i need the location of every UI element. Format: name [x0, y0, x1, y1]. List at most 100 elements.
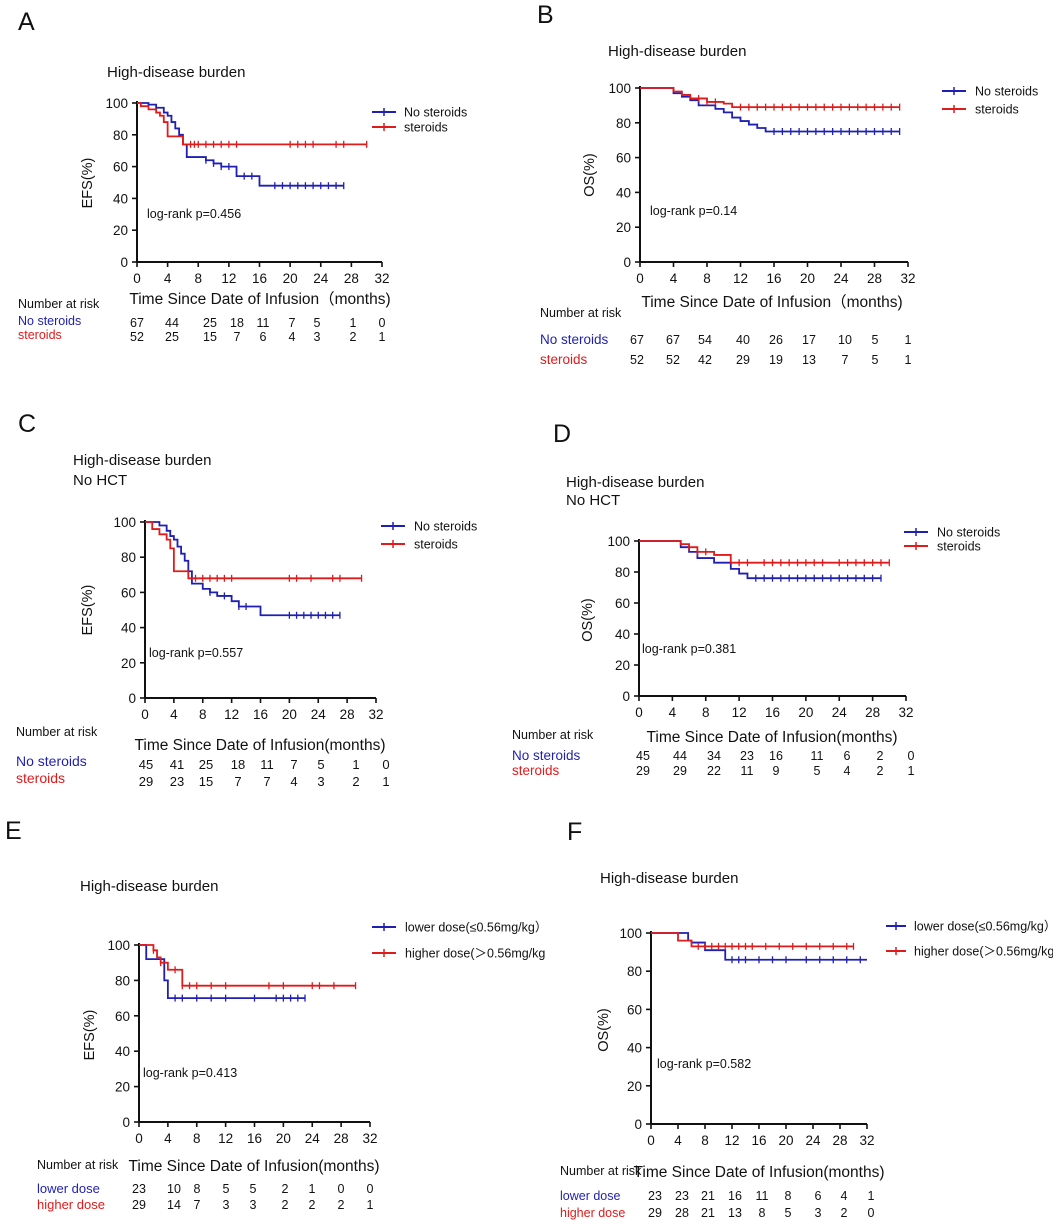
risk-value: 0 — [908, 749, 915, 763]
y-tick-label: 100 — [608, 81, 631, 96]
risk-value: 2 — [841, 1206, 848, 1220]
risk-value: 18 — [230, 316, 244, 330]
risk-value: 21 — [701, 1206, 715, 1220]
risk-value: 25 — [165, 330, 179, 344]
risk-row-label: lower dose — [560, 1189, 620, 1203]
risk-row-label: No steroids — [16, 753, 87, 769]
y-axis-label: OS(%) — [596, 1008, 612, 1052]
risk-value: 45 — [636, 749, 650, 763]
risk-value: 2 — [282, 1182, 289, 1196]
log-rank-annotation: log-rank p=0.413 — [143, 1066, 237, 1080]
risk-value: 23 — [648, 1189, 662, 1203]
risk-value: 29 — [132, 1198, 146, 1212]
x-tick-label: 28 — [867, 271, 882, 286]
y-tick-label: 20 — [113, 223, 128, 238]
risk-value: 45 — [139, 757, 153, 772]
y-tick-label: 80 — [113, 128, 128, 143]
y-axis-label: EFS(%) — [82, 1010, 98, 1061]
series-line-a — [639, 540, 881, 580]
series-line-b — [640, 87, 900, 109]
x-tick-label: 8 — [703, 271, 711, 286]
risk-value: 16 — [769, 749, 783, 763]
risk-table-header: Number at risk — [18, 297, 100, 311]
panel-letter: B — [537, 1, 554, 29]
risk-value: 7 — [289, 316, 296, 330]
legend-label: No steroids — [414, 520, 477, 534]
x-tick-label: 4 — [669, 705, 677, 720]
y-tick-label: 100 — [607, 534, 630, 549]
risk-value: 10 — [838, 333, 852, 347]
risk-value: 10 — [167, 1182, 181, 1196]
risk-value: 26 — [769, 333, 783, 347]
risk-value: 67 — [130, 316, 144, 330]
x-tick-label: 12 — [733, 271, 748, 286]
y-tick-label: 20 — [615, 658, 630, 673]
x-tick-label: 16 — [253, 707, 268, 722]
y-tick-label: 20 — [616, 220, 631, 235]
risk-row-label: steroids — [540, 352, 588, 367]
x-tick-label: 8 — [702, 705, 710, 720]
risk-value: 13 — [802, 353, 816, 367]
x-tick-label: 8 — [193, 1131, 201, 1146]
risk-value: 29 — [139, 774, 153, 789]
log-rank-annotation: log-rank p=0.381 — [642, 642, 736, 656]
y-tick-label: 40 — [113, 191, 128, 206]
y-tick-label: 80 — [115, 973, 130, 988]
risk-row-label: No steroids — [540, 332, 609, 347]
y-tick-label: 40 — [115, 1044, 130, 1059]
log-rank-annotation: log-rank p=0.582 — [657, 1057, 751, 1071]
x-tick-label: 8 — [199, 707, 207, 722]
log-rank-annotation: log-rank p=0.456 — [147, 207, 241, 221]
risk-value: 1 — [367, 1198, 374, 1212]
risk-table-header: Number at risk — [16, 725, 98, 739]
risk-value: 5 — [814, 764, 821, 778]
y-tick-label: 40 — [627, 1041, 642, 1056]
risk-value: 54 — [698, 333, 712, 347]
x-tick-label: 16 — [765, 705, 780, 720]
x-tick-label: 28 — [832, 1133, 847, 1148]
x-tick-label: 24 — [805, 1133, 821, 1148]
x-tick-label: 28 — [865, 705, 880, 720]
risk-value: 6 — [815, 1189, 822, 1203]
legend-label: higher dose(＞0.56mg/kg — [405, 947, 545, 961]
risk-value: 7 — [194, 1198, 201, 1212]
risk-value: 0 — [367, 1182, 374, 1196]
x-axis-label: Time Since Date of Infusion(months) — [647, 729, 898, 746]
risk-table-header: Number at risk — [512, 728, 594, 742]
risk-value: 29 — [636, 764, 650, 778]
risk-row-label: No steroids — [512, 748, 581, 763]
x-tick-label: 20 — [282, 707, 297, 722]
risk-value: 7 — [263, 774, 270, 789]
y-tick-label: 80 — [615, 565, 630, 580]
risk-value: 11 — [811, 749, 824, 763]
risk-value: 7 — [842, 353, 849, 367]
risk-value: 1 — [868, 1189, 875, 1203]
legend-label: steroids — [975, 103, 1019, 117]
risk-value: 5 — [785, 1206, 792, 1220]
legend-label: lower dose(≤0.56mg/kg） — [405, 921, 547, 935]
x-tick-label: 12 — [218, 1131, 233, 1146]
y-tick-label: 20 — [121, 656, 136, 671]
x-axis-label: Time Since Date of Infusion(months) — [129, 1158, 380, 1175]
risk-value: 7 — [234, 774, 241, 789]
risk-value: 23 — [740, 749, 754, 763]
risk-row-label: higher dose — [37, 1197, 105, 1212]
risk-value: 5 — [314, 316, 321, 330]
risk-row-label: steroids — [512, 763, 560, 778]
risk-value: 2 — [350, 330, 357, 344]
y-tick-label: 60 — [616, 151, 631, 166]
risk-value: 11 — [257, 316, 270, 330]
risk-value: 23 — [170, 774, 184, 789]
risk-value: 19 — [769, 353, 783, 367]
x-tick-label: 0 — [133, 271, 141, 286]
risk-value: 5 — [250, 1182, 257, 1196]
log-rank-annotation: log-rank p=0.14 — [650, 204, 737, 218]
x-tick-label: 0 — [647, 1133, 655, 1148]
risk-value: 5 — [872, 353, 879, 367]
risk-row-label: steroids — [18, 328, 62, 342]
x-tick-label: 4 — [674, 1133, 682, 1148]
x-tick-label: 12 — [724, 1133, 739, 1148]
